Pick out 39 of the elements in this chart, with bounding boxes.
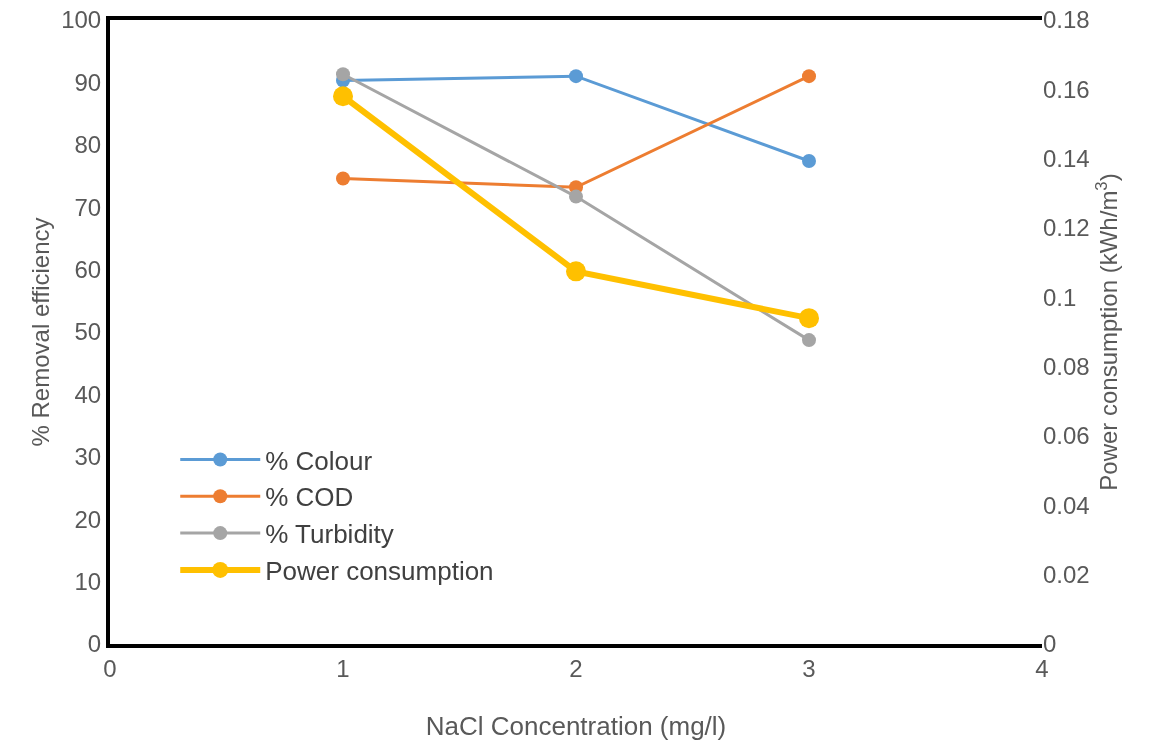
y2-tick-label: 0.18 (1043, 6, 1090, 34)
y-tick-label: 50 (74, 318, 102, 346)
x-tick-label: 1 (336, 654, 350, 682)
x-axis-title: NaCl Concentration (mg/l) (425, 711, 727, 741)
legend-label: % Colour (265, 445, 373, 476)
point (799, 308, 819, 329)
point (566, 261, 586, 282)
y-tick-label: 80 (74, 131, 102, 159)
point (569, 69, 583, 84)
y-axis-title: % Removal efficiency (27, 217, 54, 447)
y-tick-label: 60 (74, 256, 102, 283)
y2-tick-label: 0.1 (1043, 283, 1077, 311)
y2-tick-label: 0.06 (1043, 422, 1090, 450)
point (333, 86, 353, 107)
legend-label: Power consumption (265, 556, 494, 587)
y-tick-label: 90 (74, 68, 102, 96)
legend-label: % Turbidity (265, 519, 394, 550)
y2-tick-label: 0.12 (1043, 214, 1090, 242)
y-tick-label: 40 (74, 380, 102, 408)
y2-tick-label: 0.14 (1043, 145, 1090, 173)
x-tick-label: 3 (802, 654, 816, 682)
point (569, 189, 583, 204)
point (802, 69, 816, 84)
point (336, 171, 350, 186)
y2-tick-label: 0.04 (1043, 491, 1090, 519)
y-tick-label: 10 (74, 568, 102, 595)
x-tick-label: 2 (569, 654, 583, 682)
y-tick-label: 20 (74, 505, 102, 533)
y-tick-label: 100 (61, 6, 102, 34)
y-tick-label: 0 (87, 630, 102, 658)
y2-tick-label: 0.16 (1043, 75, 1090, 103)
y2-tick-label: 0.02 (1043, 561, 1090, 589)
point (802, 333, 816, 348)
y-tick-label: 70 (74, 193, 102, 221)
point (336, 67, 350, 82)
point (802, 154, 816, 169)
y2-tick-label: 0.08 (1043, 353, 1090, 381)
legend-label: % COD (265, 482, 354, 513)
y-tick-label: 30 (74, 443, 102, 471)
